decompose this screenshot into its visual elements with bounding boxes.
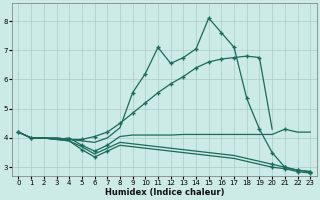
X-axis label: Humidex (Indice chaleur): Humidex (Indice chaleur) [105, 188, 224, 197]
